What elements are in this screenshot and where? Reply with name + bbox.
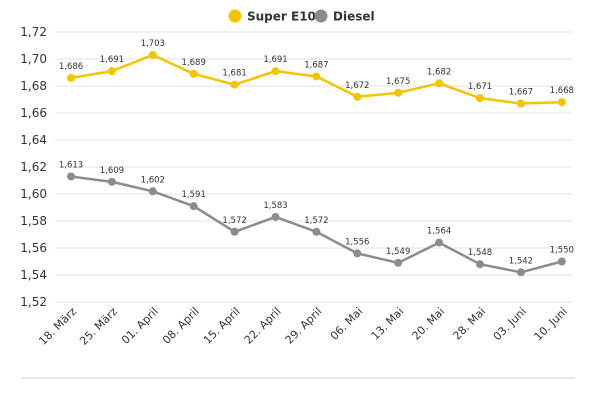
data-label: 1,591 xyxy=(182,190,206,200)
gridlines xyxy=(55,31,572,303)
data-label: 1,550 xyxy=(550,246,574,256)
series-super-e10: 1,686 1,691 1,703 1,689 1,681 1,691 1,687 1,672… xyxy=(59,39,574,108)
data-label: 1,675 xyxy=(386,77,410,87)
x-tick-label: 15. April xyxy=(201,305,243,347)
data-point xyxy=(271,67,280,76)
data-point xyxy=(230,80,239,89)
data-point xyxy=(435,238,444,247)
data-label: 1,549 xyxy=(386,247,410,257)
series: 1,686 1,691 1,703 1,689 1,681 1,691 1,687 1,672… xyxy=(59,39,574,277)
legend-label: Diesel xyxy=(333,10,375,24)
legend: Super E10 Diesel xyxy=(228,9,375,24)
data-label: 1,668 xyxy=(550,86,574,96)
data-point xyxy=(394,258,403,267)
data-label: 1,689 xyxy=(182,58,206,68)
data-point xyxy=(353,249,362,258)
data-point xyxy=(271,212,280,221)
data-label: 1,691 xyxy=(100,55,124,65)
y-tick-label: 1,64 xyxy=(20,133,47,147)
data-point xyxy=(435,79,444,88)
y-tick-label: 1,70 xyxy=(20,52,47,66)
data-point xyxy=(107,67,116,76)
data-point xyxy=(353,92,362,101)
data-label: 1,602 xyxy=(141,175,165,185)
data-label: 1,564 xyxy=(427,227,451,237)
data-label: 1,703 xyxy=(141,39,165,49)
data-point xyxy=(67,73,75,82)
data-point xyxy=(557,257,566,266)
y-tick-label: 1,66 xyxy=(20,106,47,120)
y-tick-label: 1,58 xyxy=(20,214,47,228)
legend-marker xyxy=(314,9,328,23)
legend-label: Super E10 xyxy=(247,10,316,24)
x-tick-label: 03. Juni xyxy=(491,305,529,343)
y-tick-label: 1,62 xyxy=(20,160,47,174)
x-tick-label: 18. März xyxy=(36,305,79,348)
data-label: 1,572 xyxy=(304,216,328,226)
data-point xyxy=(394,88,403,97)
data-point xyxy=(476,260,484,269)
y-tick-label: 1,68 xyxy=(20,79,47,93)
y-tick-label: 1,72 xyxy=(20,25,47,39)
data-label: 1,691 xyxy=(263,55,287,65)
data-label: 1,687 xyxy=(304,61,328,71)
data-label: 1,667 xyxy=(509,88,533,98)
data-label: 1,672 xyxy=(345,81,369,91)
x-tick-label: 06. Mai xyxy=(328,305,366,343)
data-label: 1,542 xyxy=(509,256,533,266)
legend-item-super-e10: Super E10 xyxy=(228,9,316,24)
x-tick-label: 20. Mai xyxy=(410,305,448,343)
data-label: 1,583 xyxy=(263,201,287,211)
data-label: 1,548 xyxy=(468,248,492,258)
data-point xyxy=(476,94,484,103)
data-point xyxy=(67,172,75,181)
data-point xyxy=(312,72,321,81)
data-label: 1,556 xyxy=(345,237,369,247)
data-point xyxy=(557,98,566,107)
data-point xyxy=(312,227,321,236)
data-point xyxy=(516,99,525,108)
y-tick-label: 1,56 xyxy=(20,241,47,255)
data-point xyxy=(189,202,198,211)
data-point xyxy=(107,177,116,186)
y-tick-label: 1,54 xyxy=(20,268,47,282)
x-tick-label: 08. April xyxy=(160,305,202,347)
series-diesel: 1,613 1,609 1,602 1,591 1,572 1,583 1,572 1,556… xyxy=(59,160,574,277)
y-tick-label: 1,60 xyxy=(20,187,47,201)
y-axis: 1,72 1,70 1,68 1,66 1,64 1,62 1,60 1,58 1,56 1,54… xyxy=(20,25,47,309)
data-point xyxy=(516,268,525,277)
x-tick-label: 22. April xyxy=(242,305,284,347)
x-tick-label: 13. Mai xyxy=(369,305,407,343)
data-label: 1,686 xyxy=(59,62,83,72)
data-label: 1,671 xyxy=(468,82,492,92)
data-point xyxy=(148,187,157,196)
data-point xyxy=(189,69,198,78)
data-label: 1,682 xyxy=(427,67,451,77)
legend-marker xyxy=(228,9,242,23)
legend-item-diesel: Diesel xyxy=(314,9,375,24)
x-tick-label: 10. Juni xyxy=(532,305,570,343)
data-point xyxy=(148,50,157,59)
data-label: 1,613 xyxy=(59,160,83,170)
data-label: 1,572 xyxy=(222,216,246,226)
data-label: 1,681 xyxy=(222,69,246,79)
data-label: 1,609 xyxy=(100,166,124,176)
data-point xyxy=(230,227,239,236)
x-tick-label: 01. April xyxy=(119,305,161,347)
x-tick-label: 29. April xyxy=(283,305,325,347)
x-tick-label: 25. März xyxy=(77,305,120,348)
x-tick-label: 28. Mai xyxy=(450,305,488,343)
y-tick-label: 1,52 xyxy=(20,295,47,309)
